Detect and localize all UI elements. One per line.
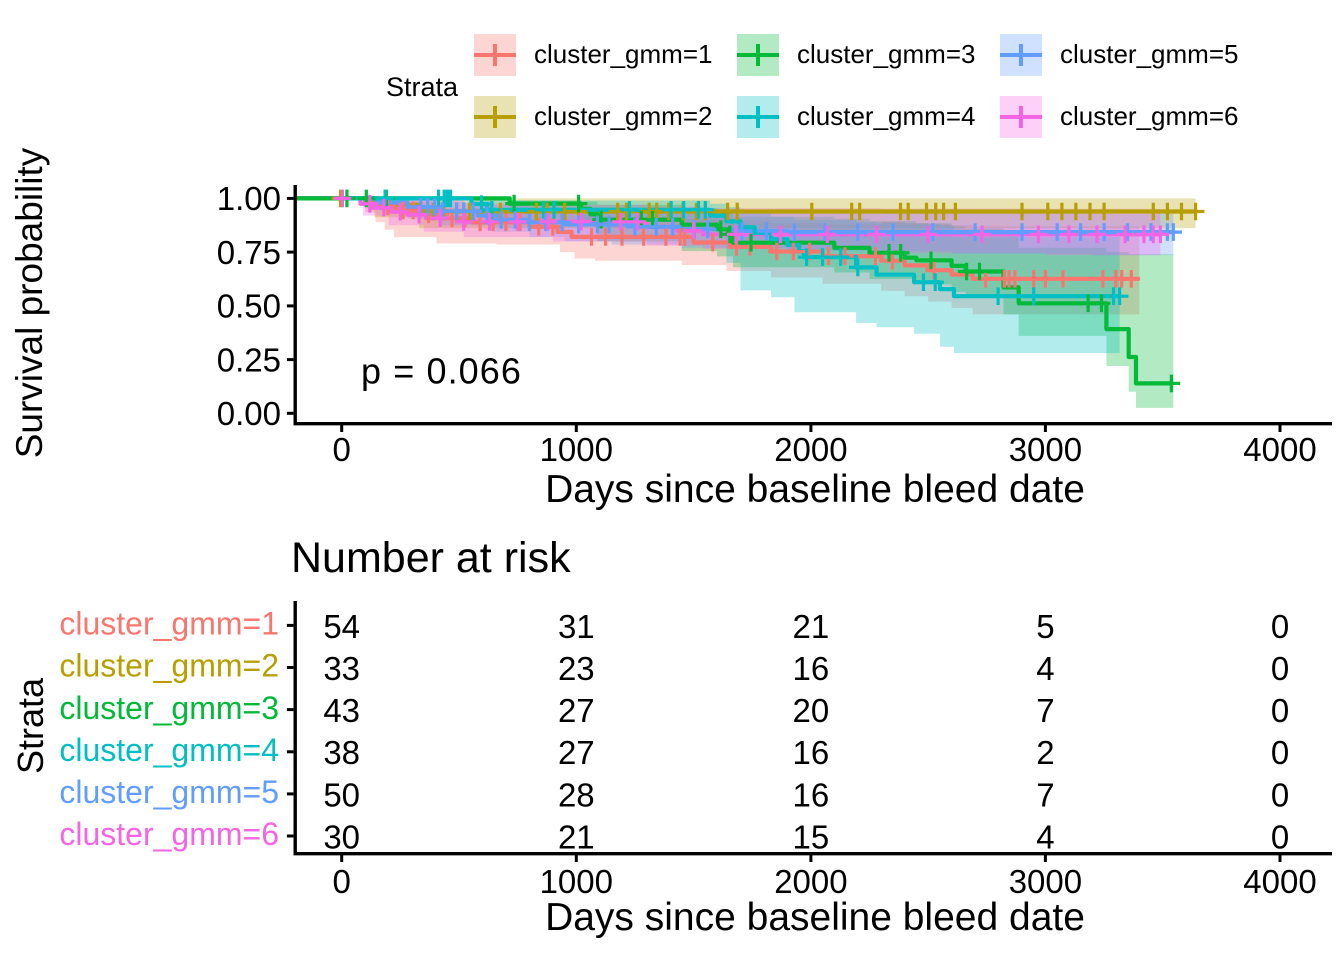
svg-text:0: 0	[1271, 692, 1289, 729]
svg-text:16: 16	[793, 734, 830, 771]
svg-text:0: 0	[1271, 650, 1289, 687]
svg-text:7: 7	[1036, 692, 1054, 729]
svg-text:1000: 1000	[540, 863, 613, 900]
svg-text:cluster_gmm=1: cluster_gmm=1	[534, 39, 712, 69]
svg-text:0: 0	[333, 863, 351, 900]
svg-text:Number at risk: Number at risk	[291, 534, 571, 582]
svg-text:2000: 2000	[774, 863, 847, 900]
svg-text:4000: 4000	[1243, 863, 1316, 900]
svg-text:4: 4	[1036, 818, 1054, 855]
svg-text:Strata: Strata	[386, 72, 459, 102]
svg-text:5: 5	[1036, 608, 1054, 645]
svg-text:Days since baseline bleed date: Days since baseline bleed date	[545, 468, 1085, 511]
svg-text:43: 43	[323, 692, 360, 729]
svg-text:3000: 3000	[1009, 431, 1082, 468]
svg-text:30: 30	[323, 818, 360, 855]
svg-text:cluster_gmm=3: cluster_gmm=3	[797, 39, 975, 69]
svg-text:Days since baseline bleed date: Days since baseline bleed date	[545, 896, 1085, 939]
svg-text:Strata: Strata	[10, 677, 51, 774]
svg-text:21: 21	[558, 818, 595, 855]
svg-text:4000: 4000	[1243, 431, 1316, 468]
svg-text:16: 16	[793, 776, 830, 813]
svg-text:cluster_gmm=2: cluster_gmm=2	[59, 648, 279, 684]
svg-text:38: 38	[323, 734, 360, 771]
svg-text:20: 20	[793, 692, 830, 729]
svg-text:0: 0	[1271, 776, 1289, 813]
svg-text:cluster_gmm=4: cluster_gmm=4	[797, 101, 975, 131]
svg-text:0: 0	[1271, 818, 1289, 855]
svg-text:0.25: 0.25	[217, 341, 281, 378]
svg-text:33: 33	[323, 650, 360, 687]
svg-text:0: 0	[1271, 608, 1289, 645]
svg-text:cluster_gmm=1: cluster_gmm=1	[59, 606, 279, 642]
svg-text:27: 27	[558, 734, 595, 771]
svg-text:cluster_gmm=3: cluster_gmm=3	[59, 690, 279, 726]
svg-text:cluster_gmm=5: cluster_gmm=5	[59, 774, 279, 810]
svg-text:16: 16	[793, 650, 830, 687]
svg-text:cluster_gmm=5: cluster_gmm=5	[1060, 39, 1238, 69]
svg-text:cluster_gmm=6: cluster_gmm=6	[1060, 101, 1238, 131]
svg-text:1.00: 1.00	[217, 180, 281, 217]
svg-text:7: 7	[1036, 776, 1054, 813]
svg-text:cluster_gmm=2: cluster_gmm=2	[534, 101, 712, 131]
svg-text:27: 27	[558, 692, 595, 729]
svg-text:15: 15	[793, 818, 830, 855]
svg-text:p = 0.066: p = 0.066	[361, 351, 522, 392]
svg-text:50: 50	[323, 776, 360, 813]
svg-text:54: 54	[323, 608, 360, 645]
svg-text:1000: 1000	[540, 431, 613, 468]
svg-text:0.75: 0.75	[217, 234, 281, 271]
svg-text:Survival probability: Survival probability	[9, 147, 50, 458]
svg-text:31: 31	[558, 608, 595, 645]
svg-text:0.50: 0.50	[217, 288, 281, 325]
svg-text:28: 28	[558, 776, 595, 813]
svg-text:0: 0	[333, 431, 351, 468]
svg-text:cluster_gmm=6: cluster_gmm=6	[59, 816, 279, 852]
svg-text:4: 4	[1036, 650, 1054, 687]
svg-text:0: 0	[1271, 734, 1289, 771]
svg-text:23: 23	[558, 650, 595, 687]
svg-text:cluster_gmm=4: cluster_gmm=4	[59, 732, 279, 768]
svg-text:2000: 2000	[774, 431, 847, 468]
svg-text:2: 2	[1036, 734, 1054, 771]
svg-text:0.00: 0.00	[217, 395, 281, 432]
svg-text:21: 21	[793, 608, 830, 645]
svg-text:3000: 3000	[1009, 863, 1082, 900]
